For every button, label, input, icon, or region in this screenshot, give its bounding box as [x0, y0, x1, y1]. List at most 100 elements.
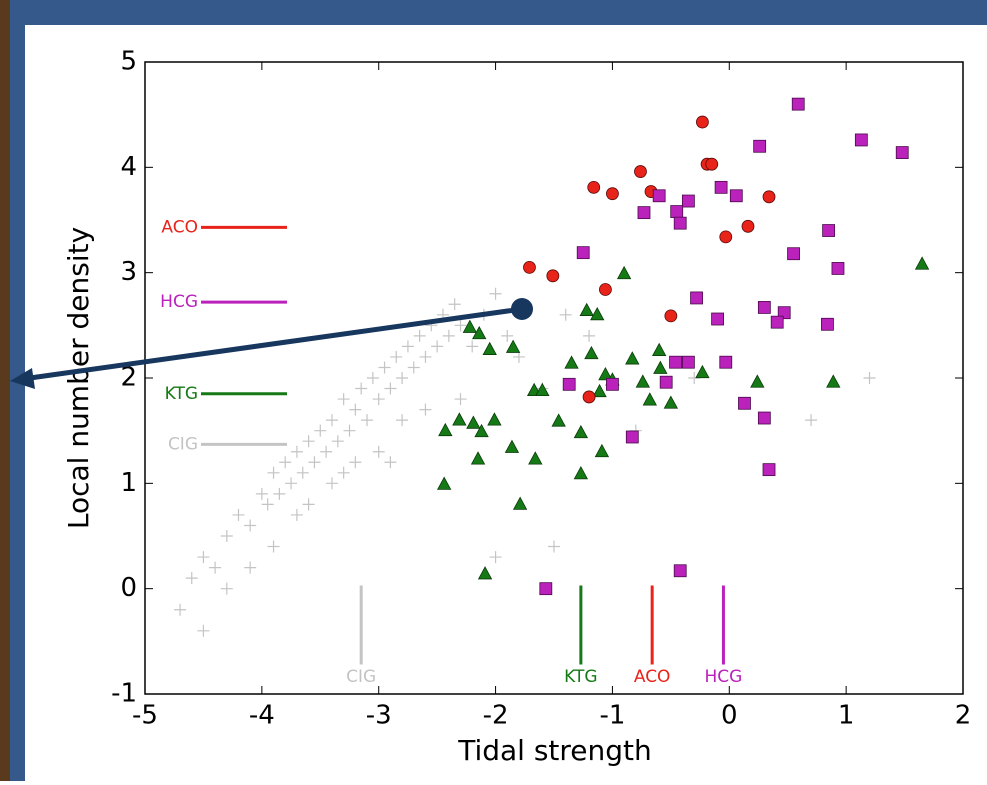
- ktg-point: [462, 319, 478, 333]
- y-tick-label: 2: [120, 363, 137, 393]
- x-tick-label: 1: [838, 701, 855, 731]
- arrow-head: [10, 368, 35, 389]
- hcg-point: [729, 189, 743, 203]
- ktg-point: [695, 364, 710, 379]
- ktg-point: [436, 476, 452, 490]
- x-axis-label: Tidal strength: [457, 734, 652, 767]
- hcg-point: [787, 247, 800, 261]
- ktg-point: [826, 374, 841, 388]
- cig-point: [396, 372, 409, 384]
- cig-point: [185, 572, 198, 585]
- ktg-point: [472, 325, 487, 340]
- y-tick-label: 3: [120, 257, 137, 287]
- ktg-point: [487, 412, 502, 426]
- panel: [25, 25, 987, 781]
- y-tick-label: 4: [120, 152, 137, 182]
- ktg-point: [590, 306, 605, 321]
- hcg-point: [562, 377, 576, 391]
- aco-point: [606, 187, 619, 201]
- cig-point: [378, 361, 391, 374]
- ktg-point: [477, 566, 493, 580]
- cig-point: [331, 435, 344, 448]
- ktg-point: [470, 451, 486, 465]
- hcg-point: [762, 463, 776, 477]
- median-label: CIG: [346, 667, 376, 687]
- cig-point: [413, 329, 426, 342]
- ktg-point: [663, 395, 679, 409]
- cig-point: [419, 350, 432, 363]
- y-tick-label: 5: [120, 47, 137, 77]
- aco-point: [696, 115, 709, 129]
- cig-point: [372, 393, 385, 406]
- arrow-origin: [511, 298, 533, 320]
- ktg-point: [505, 339, 521, 353]
- hcg-point: [719, 355, 733, 369]
- cig-point: [290, 445, 303, 458]
- plot: -5 -4 -3 -2 -1 0 1 2 -1 0 1 2 3 4 5 CIG CIG KTG KTG ACO ACO H…: [111, 47, 971, 731]
- aco-point: [523, 260, 536, 274]
- hcg-point: [770, 315, 784, 329]
- aco-point: [741, 219, 755, 233]
- hcg-point: [854, 133, 868, 147]
- ktg-point: [482, 341, 497, 355]
- ktg-point: [642, 392, 657, 406]
- cig-point: [349, 403, 362, 416]
- hcg-point: [757, 411, 771, 425]
- cig-point: [419, 403, 432, 416]
- cig-point: [290, 508, 303, 521]
- cig-point: [285, 477, 298, 490]
- cig-point: [279, 456, 292, 469]
- ktg-point: [528, 451, 543, 465]
- hcg-point: [777, 306, 791, 320]
- hcg-point: [711, 312, 724, 326]
- cig-point: [325, 477, 338, 490]
- cig-point: [273, 487, 286, 500]
- x-tick-label: -2: [483, 701, 509, 731]
- cig-point: [512, 350, 525, 363]
- cig-point: [325, 414, 338, 427]
- median-label: ACO: [634, 667, 671, 687]
- cig-point: [442, 329, 455, 342]
- median-label: KTG: [165, 384, 198, 404]
- y-tick-label: -1: [111, 679, 137, 709]
- hcg-point: [539, 582, 553, 596]
- ktg-point: [573, 466, 589, 480]
- ktg-point: [466, 415, 481, 429]
- y-axis-label: Local number density: [62, 227, 95, 529]
- hcg-point: [673, 564, 687, 578]
- cig-point: [261, 498, 274, 511]
- ktg-point: [750, 374, 765, 388]
- median-label: ACO: [161, 217, 198, 237]
- cig-point: [343, 424, 356, 437]
- x-tick-label: 0: [721, 701, 738, 731]
- cig-point: [174, 603, 187, 616]
- cig-point: [466, 340, 479, 353]
- ktg-point: [616, 265, 632, 280]
- hcg-point: [625, 430, 639, 444]
- median-label: CIG: [168, 434, 198, 454]
- aco-point: [546, 269, 560, 283]
- arrow-shaft: [29, 306, 523, 381]
- hcg-point: [895, 146, 909, 159]
- ktg-point: [625, 351, 640, 365]
- slide-edge: [0, 0, 10, 781]
- hcg-point: [681, 194, 695, 208]
- aco-point: [719, 230, 733, 244]
- ktg-point: [452, 412, 467, 426]
- hcg-point: [673, 216, 687, 230]
- cig-point: [197, 551, 210, 564]
- aco-point: [705, 157, 719, 171]
- cig-point: [220, 582, 233, 595]
- hcg-point: [637, 206, 651, 220]
- cig-point: [366, 372, 379, 384]
- cig-point: [355, 382, 368, 395]
- x-tick-label: -3: [366, 701, 392, 731]
- hcg-point: [681, 355, 695, 369]
- cig-point: [489, 287, 502, 300]
- cig-point: [501, 329, 514, 342]
- hcg-point: [822, 224, 836, 237]
- cig-point: [384, 382, 397, 395]
- cig-point: [431, 340, 444, 353]
- cig-point: [220, 530, 233, 542]
- ktg-point: [594, 443, 610, 458]
